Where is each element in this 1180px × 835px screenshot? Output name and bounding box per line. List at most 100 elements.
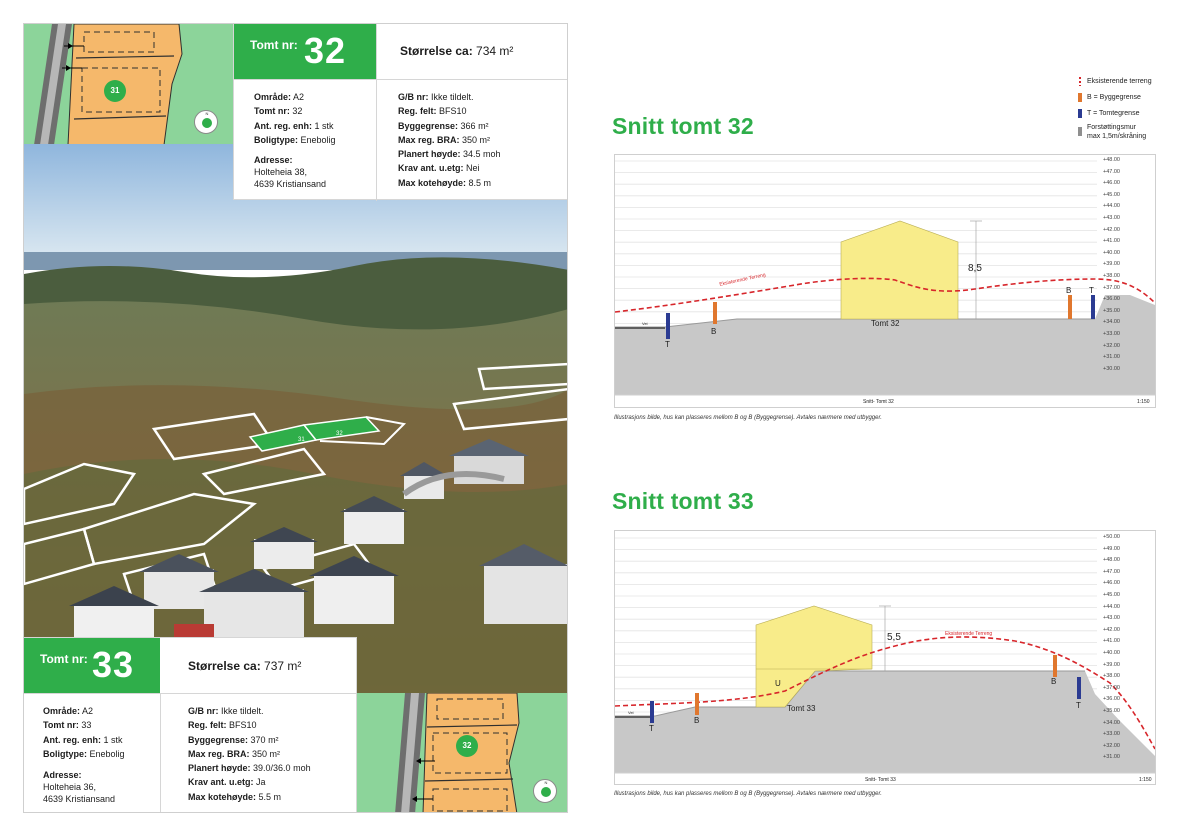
u-label: U (775, 679, 781, 688)
elevation-label: +30.00 (1103, 365, 1120, 372)
elevation-label: +31.00 (1103, 754, 1120, 761)
elevation-label: +35.00 (1103, 307, 1120, 314)
elevation-label: +35.00 (1103, 708, 1120, 714)
aerial-plot-label-32: 32 (336, 431, 343, 437)
elevation-label: +33.00 (1103, 331, 1120, 337)
plot-number-label: Tomt nr: (250, 38, 298, 52)
elevation-label: +36.00 (1103, 296, 1120, 303)
elevation-label: +40.00 (1103, 650, 1120, 656)
elevation-label: +34.00 (1103, 319, 1120, 326)
detail-row: G/B nr: Ikke tildelt. (188, 706, 264, 716)
detail-row: Reg. felt: BFS10 (398, 106, 467, 117)
detail-row: Tomt nr: 33 (43, 720, 92, 731)
marker-label-b-right: B (1066, 286, 1072, 295)
plot-size-value: 734 m² (476, 44, 514, 58)
elevation-label: +39.00 (1103, 661, 1120, 668)
elevation-label: +40.00 (1103, 249, 1120, 256)
plot-marker-32: 32 (456, 735, 478, 757)
elevation-label: +46.00 (1103, 580, 1120, 587)
elevation-label: +46.00 (1103, 180, 1120, 187)
aerial-plot-label-31: 31 (298, 437, 305, 443)
plot-33-details-left: Område: A2 Tomt nr: 33 Ant. reg. enh: 1 … (43, 704, 125, 761)
elevation-label: +45.00 (1103, 191, 1120, 198)
section-drawing-33-svg (615, 537, 1155, 774)
compass-icon: N (533, 779, 557, 803)
elevation-label: +31.00 (1103, 354, 1120, 361)
detail-row: Ant. reg. enh: 1 stk (43, 734, 123, 745)
elevation-label: +37.00 (1103, 284, 1120, 291)
elevation-label: +41.00 (1103, 638, 1120, 645)
detail-row: Krav ant. u.etg: Nei (398, 163, 480, 174)
plot-marker-31: 31 (104, 80, 126, 102)
section-drawing-32-svg (615, 160, 1155, 396)
marker-label-t-left: T (665, 340, 670, 349)
detail-row: Max kotehøyde: 5.5 m (188, 791, 282, 802)
elevation-label: +37.00 (1103, 684, 1120, 691)
detail-row: Byggegrense: 366 m² (398, 120, 489, 131)
plot-size-label: Størrelse ca: (400, 44, 473, 58)
elevation-label: +42.00 (1103, 226, 1120, 233)
gray-marker-icon (1078, 127, 1082, 136)
detail-row: Område: A2 (254, 92, 305, 102)
elevation-label: +49.00 (1103, 545, 1120, 552)
elevation-label: +39.00 (1103, 261, 1120, 268)
detail-row: Max reg. BRA: 350 m² (398, 134, 491, 145)
elevation-label: +32.00 (1103, 742, 1120, 749)
plot-label: Tomt 33 (787, 704, 816, 713)
height-label: 5,5 (887, 632, 901, 643)
elevation-labels: +48.00 +47.00 +46.00 +45.00 +44.00 +43.00 +42.… (1097, 155, 1147, 395)
plot-number-label: Tomt nr: (40, 652, 88, 666)
section-title-32: Snitt tomt 32 (612, 113, 754, 139)
detail-row: Max kotehøyde: 8.5 m (398, 177, 492, 188)
plot-label: Tomt 32 (871, 319, 900, 328)
marker-label-b-left: B (711, 327, 717, 336)
elevation-label: +47.00 (1103, 568, 1120, 575)
marker-label-t-left: T (649, 724, 654, 733)
detail-row: Boligtype: Enebolig (254, 134, 336, 145)
plot-32-address: Adresse: Holteheia 38, 4639 Kristiansand (254, 155, 327, 189)
plot-32-details-left: Område: A2 Tomt nr: 32 Ant. reg. enh: 1 … (254, 90, 336, 147)
vei-label: Vei (628, 710, 634, 715)
elevation-label: +45.00 (1103, 592, 1120, 598)
section-title-33: Snitt tomt 33 (612, 488, 754, 514)
detail-row: Ant. reg. enh: 1 stk (254, 120, 334, 131)
plot-size: Størrelse ca: 737 m² (188, 659, 301, 673)
section-scale: 1:150 (1137, 399, 1150, 405)
plot-marker-label: 31 (110, 86, 120, 95)
site-map-bottom: 32 N (357, 693, 567, 812)
detail-row: Tomt nr: 32 (254, 106, 303, 117)
elevation-label: +32.00 (1103, 342, 1120, 349)
detail-row: Planert høyde: 34.5 moh (398, 149, 501, 160)
detail-row: Planert høyde: 39.0/36.0 moh (188, 763, 311, 774)
compass-north-label: N (544, 780, 548, 785)
orange-marker-icon (1078, 93, 1082, 102)
terrain-label: Eksisterende Terreng (945, 631, 993, 637)
section-caption-33: Illustrasjons bilde, hus kan plasseres m… (614, 791, 882, 797)
elevation-label: +43.00 (1103, 215, 1120, 221)
vei-label: Vei (642, 321, 648, 326)
elevation-label: +47.00 (1103, 168, 1120, 175)
detail-row: Område: A2 (43, 706, 94, 716)
section-drawing-32: 8,5 Tomt 32 Eksisterende Terreng Vei T B… (614, 154, 1156, 408)
dashed-red-line-icon (1079, 77, 1081, 86)
blue-marker-icon (1078, 109, 1082, 118)
detail-row: Reg. felt: BFS10 (188, 720, 257, 731)
elevation-label: +48.00 (1103, 557, 1120, 564)
detail-row: Byggegrense: 370 m² (188, 734, 279, 745)
marker-label-b-right: B (1051, 677, 1057, 686)
elevation-label: +43.00 (1103, 615, 1120, 622)
elevation-label: +38.00 (1103, 273, 1120, 279)
section-caption-32: Illustrasjons bilde, hus kan plasseres m… (614, 415, 882, 421)
plot-32-info-card: Tomt nr: 32 Størrelse ca: 734 m² Område:… (233, 24, 567, 201)
section-footer-label: Snitt- Tomt 33 (865, 777, 896, 783)
marker-label-b-left: B (694, 716, 700, 725)
plot-brochure-page: 31 N (23, 23, 568, 813)
detail-row: Boligtype: Enebolig (43, 748, 125, 759)
site-map-top: 31 N (24, 24, 234, 145)
detail-row: Max reg. BRA: 350 m² (188, 748, 281, 759)
plot-marker-label: 32 (462, 741, 472, 750)
elevation-label: +48.00 (1103, 157, 1120, 163)
elevation-label: +34.00 (1103, 719, 1120, 726)
compass-icon: N (194, 110, 218, 134)
plot-32-header: Tomt nr: 32 (234, 24, 376, 79)
